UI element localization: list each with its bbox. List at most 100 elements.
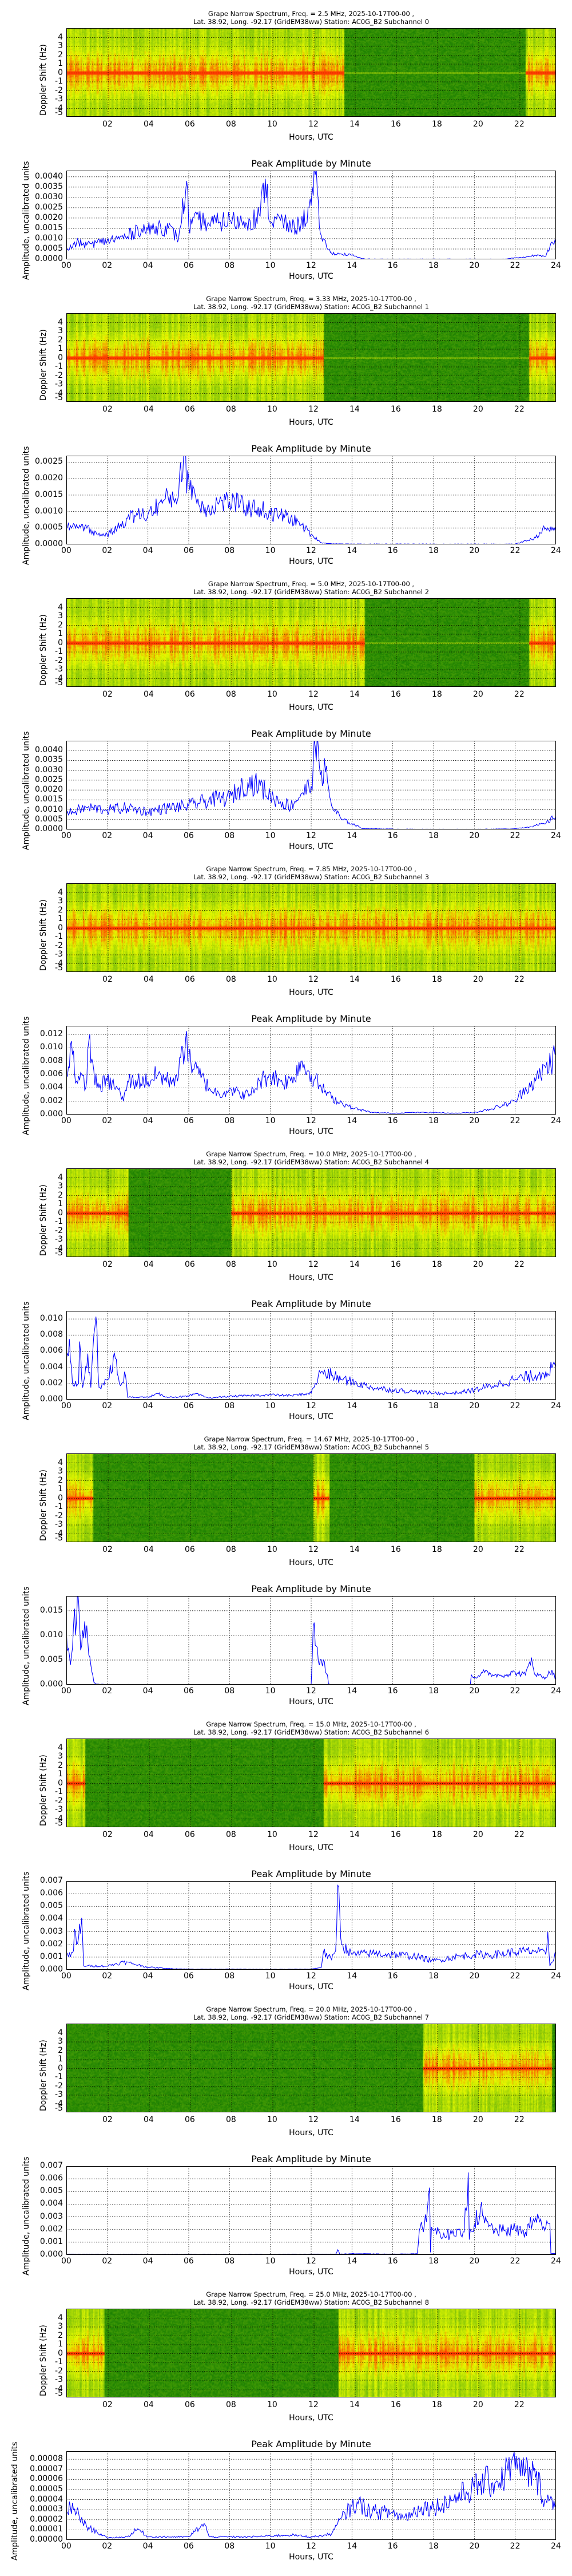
amplitude-xtick-label: 10 bbox=[265, 2257, 276, 2266]
amplitude-xlabel: Hours, UTC bbox=[289, 272, 333, 281]
spectrogram-xtick-label: 16 bbox=[390, 975, 401, 984]
spectrogram-image bbox=[67, 1454, 555, 1542]
amplitude-ytick-label: 0.003 bbox=[39, 2211, 63, 2221]
spectrum-title-line2: Lat. 38.92, Long. -92.17 (GridEM38ww) St… bbox=[193, 1728, 430, 1736]
spectrogram-xtick-label: 08 bbox=[225, 1260, 236, 1269]
amplitude-frame bbox=[66, 741, 556, 829]
spectrogram-grid bbox=[67, 599, 555, 686]
spectrogram-xtick-label: 06 bbox=[184, 1545, 195, 1554]
amplitude-xtick-label: 06 bbox=[184, 261, 194, 270]
amplitude-xtick-label: 24 bbox=[551, 831, 561, 840]
spectrogram-xtick-label: 04 bbox=[143, 1545, 154, 1554]
spectrogram-ytick-label: 1 bbox=[58, 59, 63, 68]
amplitude-ytick-label: 0.0020 bbox=[35, 785, 63, 795]
amplitude-ytick-label: 0.00001 bbox=[30, 2524, 63, 2534]
spectrogram-ytick-label: 1 bbox=[58, 2055, 63, 2064]
spectrogram-xtick-label: 14 bbox=[349, 1260, 360, 1269]
spectrogram-ytick-label: 2 bbox=[58, 335, 63, 345]
spectrogram-ytick-label: 2 bbox=[58, 620, 63, 630]
spectrogram-xtick-label: 06 bbox=[184, 2400, 195, 2409]
amplitude-xtick-label: 02 bbox=[102, 1686, 113, 1696]
spectrum-title-line1: Grape Narrow Spectrum, Freq. = 7.85 MHz,… bbox=[206, 865, 416, 873]
amplitude-ytick-label: 0.004 bbox=[39, 1914, 63, 1923]
amplitude-xtick-label: 16 bbox=[387, 1401, 398, 1411]
amplitude-xtick-label: 06 bbox=[184, 2542, 194, 2551]
amplitude-ytick-label: 0.001 bbox=[39, 1951, 63, 1961]
amplitude-frame bbox=[66, 2166, 556, 2255]
spectrum-title-line1: Grape Narrow Spectrum, Freq. = 3.33 MHz,… bbox=[206, 295, 416, 303]
amplitude-ytick-label: 0.002 bbox=[39, 1939, 63, 1949]
amplitude-ytick-label: 0.0020 bbox=[35, 473, 63, 483]
amplitude-ylabel: Amplitude, uncalibrated units bbox=[22, 2156, 31, 2275]
amplitude-frame bbox=[66, 2451, 556, 2540]
spectrogram bbox=[66, 1739, 556, 1827]
spectrogram-xtick-label: 12 bbox=[308, 1830, 319, 1839]
spectrogram-ytick-label: 4 bbox=[58, 1172, 63, 1182]
spectrogram-ytick-label: -5 bbox=[55, 678, 63, 688]
spectrogram-ytick-label: 3 bbox=[58, 2037, 63, 2046]
spectrogram-xtick-label: 08 bbox=[225, 1830, 236, 1839]
amplitude-xlabel: Hours, UTC bbox=[289, 1127, 333, 1136]
amplitude-plot bbox=[66, 1026, 556, 1115]
spectrogram-ytick-label: -4 bbox=[55, 1243, 63, 1253]
amplitude-xtick-label: 14 bbox=[347, 1116, 357, 1125]
amplitude-ytick-label: 0.0010 bbox=[35, 804, 63, 814]
spectrogram bbox=[66, 2024, 556, 2112]
spectrogram-ytick-label: -5 bbox=[55, 1819, 63, 1828]
spectrogram-xtick-label: 18 bbox=[431, 2115, 442, 2124]
spectrogram-xtick-label: 22 bbox=[514, 1545, 525, 1554]
spectrogram-ytick-label: 3 bbox=[58, 1752, 63, 1761]
spectrogram-ytick-label: 1 bbox=[58, 914, 63, 923]
spectrogram-xtick-label: 10 bbox=[267, 1260, 277, 1269]
amplitude-xtick-label: 14 bbox=[347, 1971, 357, 1981]
amplitude-xtick-label: 06 bbox=[184, 1971, 194, 1981]
amplitude-xtick-label: 02 bbox=[102, 546, 113, 555]
spectrogram-ylabel: Doppler Shift (Hz) bbox=[39, 1184, 48, 1256]
spectrogram-xtick-label: 12 bbox=[308, 690, 319, 699]
amplitude-xtick-label: 08 bbox=[224, 2542, 235, 2551]
spectrogram-ytick-label: 4 bbox=[58, 2313, 63, 2322]
amplitude-xtick-label: 06 bbox=[184, 1686, 194, 1696]
amplitude-ytick-label: 0.000 bbox=[39, 1109, 63, 1119]
spectrogram-xtick-label: 18 bbox=[431, 405, 442, 414]
spectrum-title-line1: Grape Narrow Spectrum, Freq. = 10.0 MHz,… bbox=[206, 1150, 416, 1158]
spectrogram-ytick-label: -3 bbox=[55, 1235, 63, 1244]
amplitude-xtick-label: 04 bbox=[142, 546, 153, 555]
amplitude-xtick-label: 06 bbox=[184, 1401, 194, 1411]
spectrogram-xtick-label: 12 bbox=[308, 120, 319, 129]
amplitude-ytick-label: 0.0005 bbox=[35, 814, 63, 824]
spectrogram-xtick-label: 16 bbox=[390, 690, 401, 699]
amplitude-title: Peak Amplitude by Minute bbox=[251, 1013, 371, 1024]
spectrogram-ytick-label: -5 bbox=[55, 1249, 63, 1258]
amplitude-xtick-label: 08 bbox=[224, 546, 235, 555]
spectrogram-xtick-label: 22 bbox=[514, 1830, 525, 1839]
spectrogram-ytick-label: 2 bbox=[58, 1475, 63, 1485]
amplitude-ytick-label: 0.000 bbox=[39, 1965, 63, 1974]
spectrogram-xtick-label: 20 bbox=[472, 120, 483, 129]
spectrogram-xtick-label: 08 bbox=[225, 2400, 236, 2409]
spectrogram-xtick-label: 22 bbox=[514, 2400, 525, 2409]
spectrogram-image bbox=[67, 884, 555, 971]
spectrum-title-line1: Grape Narrow Spectrum, Freq. = 5.0 MHz, … bbox=[208, 580, 415, 588]
amplitude-ytick-label: 0.006 bbox=[39, 1888, 63, 1898]
amplitude-xtick-label: 04 bbox=[142, 1401, 153, 1411]
spectrogram-ytick-label: 3 bbox=[58, 2322, 63, 2331]
amplitude-xtick-label: 10 bbox=[265, 2542, 276, 2551]
spectrogram-xtick-label: 08 bbox=[225, 1545, 236, 1554]
amplitude-xtick-label: 24 bbox=[551, 1401, 561, 1411]
spectrogram-xtick-label: 20 bbox=[472, 2115, 483, 2124]
amplitude-ytick-label: 0.0025 bbox=[35, 457, 63, 467]
spectrum-title-line1: Grape Narrow Spectrum, Freq. = 15.0 MHz,… bbox=[206, 1720, 416, 1728]
amplitude-ytick-label: 0.0035 bbox=[35, 755, 63, 765]
amplitude-ytick-label: 0.00008 bbox=[30, 2454, 63, 2464]
spectrogram-xtick-label: 04 bbox=[143, 690, 154, 699]
amplitude-xtick-label: 24 bbox=[551, 546, 561, 555]
amplitude-ytick-label: 0.0010 bbox=[35, 233, 63, 243]
spectrogram-xtick-label: 12 bbox=[308, 975, 319, 984]
spectrogram-xtick-label: 08 bbox=[225, 120, 236, 129]
amplitude-xtick-label: 02 bbox=[102, 2257, 113, 2266]
spectrogram-ylabel: Doppler Shift (Hz) bbox=[39, 2040, 48, 2111]
amplitude-xtick-label: 14 bbox=[347, 2257, 357, 2266]
spectrum-title-line2: Lat. 38.92, Long. -92.17 (GridEM38ww) St… bbox=[193, 1158, 430, 1166]
amplitude-xtick-label: 24 bbox=[551, 2257, 561, 2266]
